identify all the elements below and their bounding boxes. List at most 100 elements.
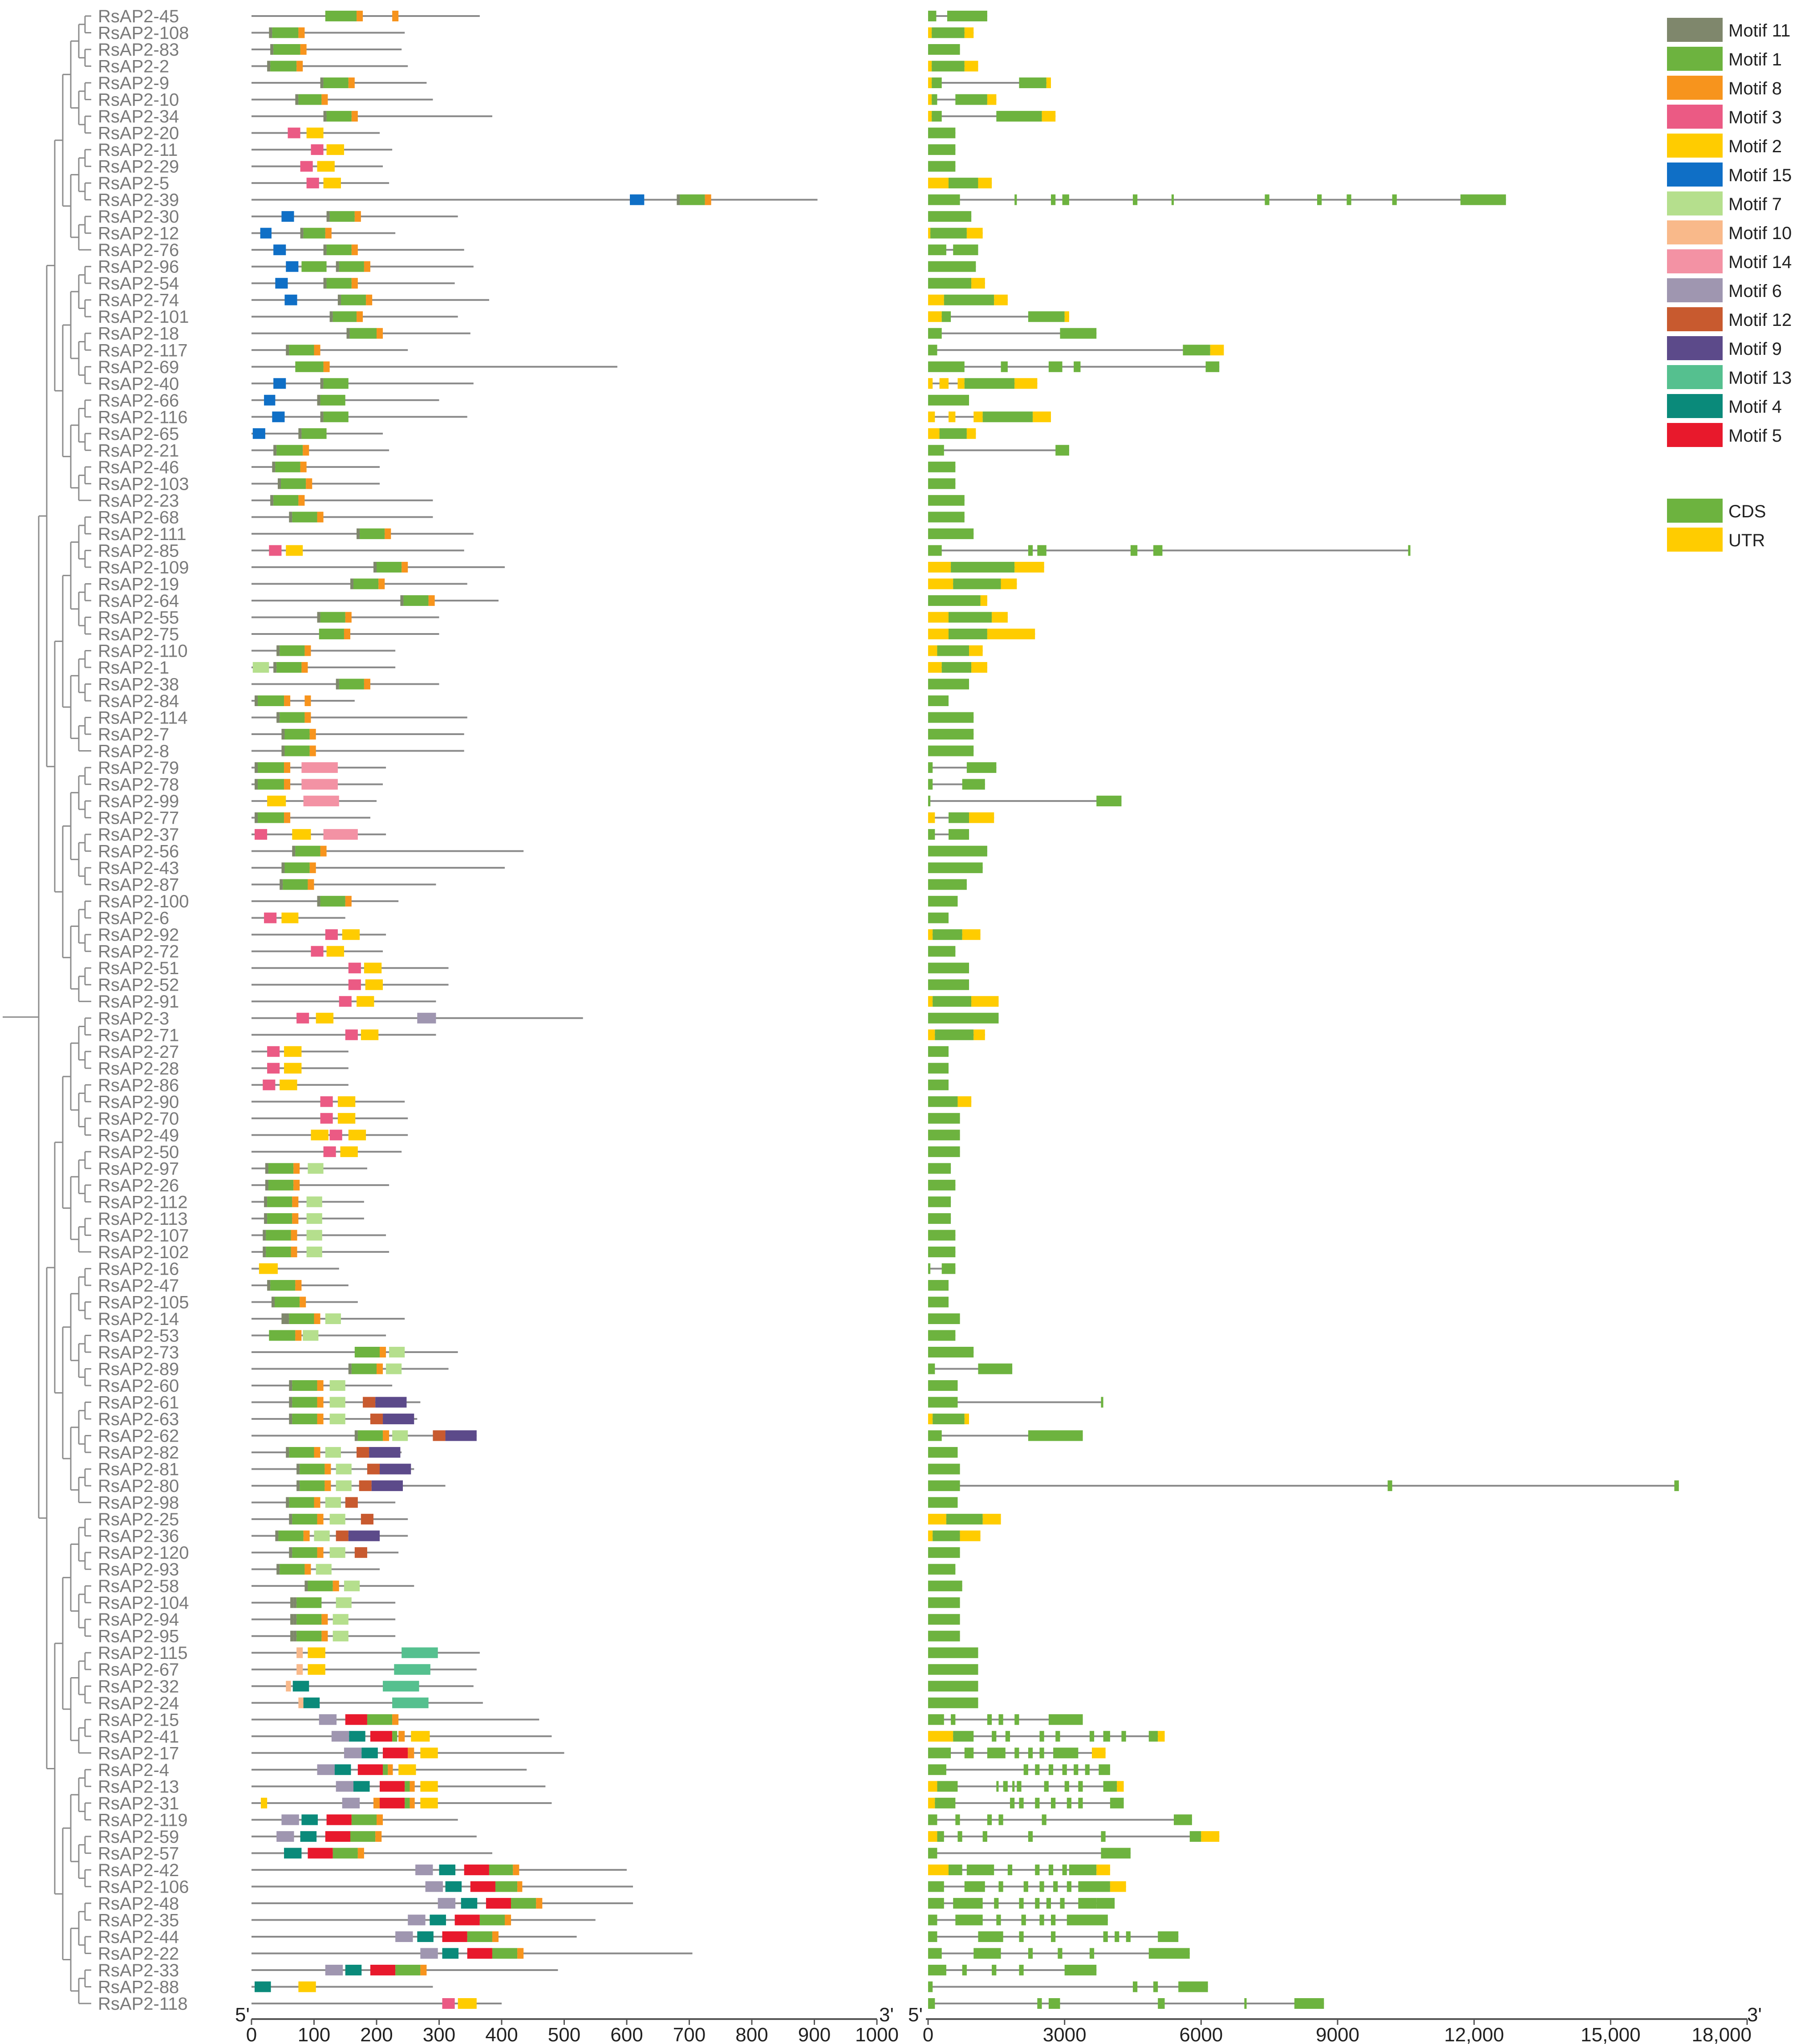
cds-box: [1051, 194, 1056, 205]
motif-row: [251, 896, 399, 907]
motif-1-box: [268, 1179, 294, 1191]
motif-row: [251, 1564, 380, 1575]
motif-6-box: [417, 1012, 436, 1024]
motif-8-box: [293, 1179, 300, 1191]
motif-1-box: [680, 194, 705, 205]
motif-7-box: [314, 1530, 330, 1541]
gene-row: [928, 896, 958, 907]
motif-11-box: [264, 1196, 268, 1207]
motif-14-box: [303, 796, 339, 807]
motif-11-box: [357, 528, 360, 539]
cds-box: [941, 662, 972, 673]
gene-label: RsAP2-62: [98, 1426, 179, 1446]
cds-box: [928, 361, 965, 372]
motif-1-box: [479, 1914, 505, 1926]
gene-label: RsAP2-119: [98, 1810, 188, 1830]
gene-label: RsAP2-12: [98, 224, 179, 244]
gene-label: RsAP2-66: [98, 391, 179, 410]
gene-label: RsAP2-9: [98, 73, 169, 93]
motif-11-box: [323, 278, 327, 289]
motif-12-box: [359, 1480, 372, 1491]
motif-8-box: [309, 729, 316, 740]
motif-row: [251, 1330, 386, 1341]
gene-row: [928, 411, 1051, 423]
motif-row: [251, 394, 439, 406]
motif-row: [251, 161, 383, 172]
motif-row: [251, 1196, 364, 1207]
motif-row: [251, 762, 386, 773]
gene-row: [928, 61, 978, 72]
motif-axis: 5' 3' 0 100 200 300 400 500 600 700 800 900 1000: [235, 2004, 899, 2044]
motif-8-box: [292, 1213, 299, 1224]
motif-row: [251, 729, 464, 740]
utr-box: [949, 411, 956, 423]
motif-1-box: [258, 812, 284, 823]
cds-box: [1189, 1831, 1201, 1842]
cds-box: [932, 27, 965, 38]
gene-label: RsAP2-35: [98, 1910, 179, 1930]
cds-box: [928, 1898, 944, 1909]
utr-box: [1014, 378, 1038, 389]
legend-label: Motif 8: [1728, 79, 1782, 98]
motif-1-box: [301, 261, 327, 272]
motif-13-box: [394, 1664, 430, 1675]
motif-row: [251, 829, 386, 840]
gene-label: RsAP2-75: [98, 625, 179, 644]
motif-1-box: [351, 1363, 377, 1374]
cds-box: [1148, 1948, 1190, 1959]
utr-box: [1046, 77, 1051, 89]
motif-row: [251, 812, 370, 823]
motif-row: [251, 628, 439, 639]
motif-row: [251, 1246, 389, 1257]
motif-1-box: [301, 428, 327, 439]
motif-8-box: [298, 495, 305, 506]
motif-8-box: [291, 1246, 297, 1257]
legend-swatch: [1667, 220, 1723, 244]
cds-box: [1133, 194, 1138, 205]
motif-4-box: [417, 1931, 434, 1942]
motif-11-box: [296, 1463, 300, 1475]
gene-row: [928, 1330, 956, 1341]
motif-8-box: [321, 1630, 328, 1642]
gene-label: RsAP2-54: [98, 274, 179, 293]
motif-1-box: [492, 1948, 518, 1959]
cds-box: [1115, 1931, 1119, 1942]
motif-5-box: [325, 1831, 350, 1842]
gene-row: [928, 1046, 949, 1057]
cds-box: [928, 896, 958, 907]
gene-label: RsAP2-105: [98, 1292, 189, 1312]
motif-1-box: [289, 1313, 314, 1324]
motif-1-box: [289, 1497, 314, 1508]
motif-6-box: [319, 1714, 337, 1725]
motif-row: [251, 1263, 339, 1274]
gene-row: [928, 545, 1411, 556]
motif-row: [251, 461, 380, 472]
utr-box: [928, 1864, 949, 1875]
motif-1-box: [405, 1781, 410, 1792]
gene-row: [928, 1630, 960, 1642]
gene-row: [928, 1881, 1126, 1892]
gene-label: RsAP2-58: [98, 1577, 179, 1596]
gene-row: [928, 1179, 956, 1191]
utr-box: [928, 411, 935, 423]
motif-3-box: [267, 1063, 280, 1074]
cds-box: [1265, 194, 1269, 205]
motif-1-box: [296, 1614, 322, 1625]
cds-box: [928, 1046, 949, 1057]
motif-8-box: [408, 1747, 414, 1759]
motif-8-box: [378, 578, 385, 589]
gene-label: RsAP2-80: [98, 1476, 179, 1496]
cds-box: [1110, 1797, 1124, 1808]
motif-11-box: [269, 27, 272, 38]
motif-row: [251, 1447, 402, 1458]
legend-label: Motif 10: [1728, 223, 1792, 243]
motif-11-box: [373, 561, 377, 573]
motif-8-box: [351, 111, 358, 122]
motif-row: [251, 1630, 396, 1642]
motif-row: [251, 1581, 414, 1592]
gene-label: RsAP2-94: [98, 1610, 179, 1630]
cds-box: [1039, 1731, 1044, 1742]
cds-box: [1148, 1731, 1158, 1742]
motif-1-box: [360, 528, 385, 539]
motif-11-box: [286, 1447, 289, 1458]
